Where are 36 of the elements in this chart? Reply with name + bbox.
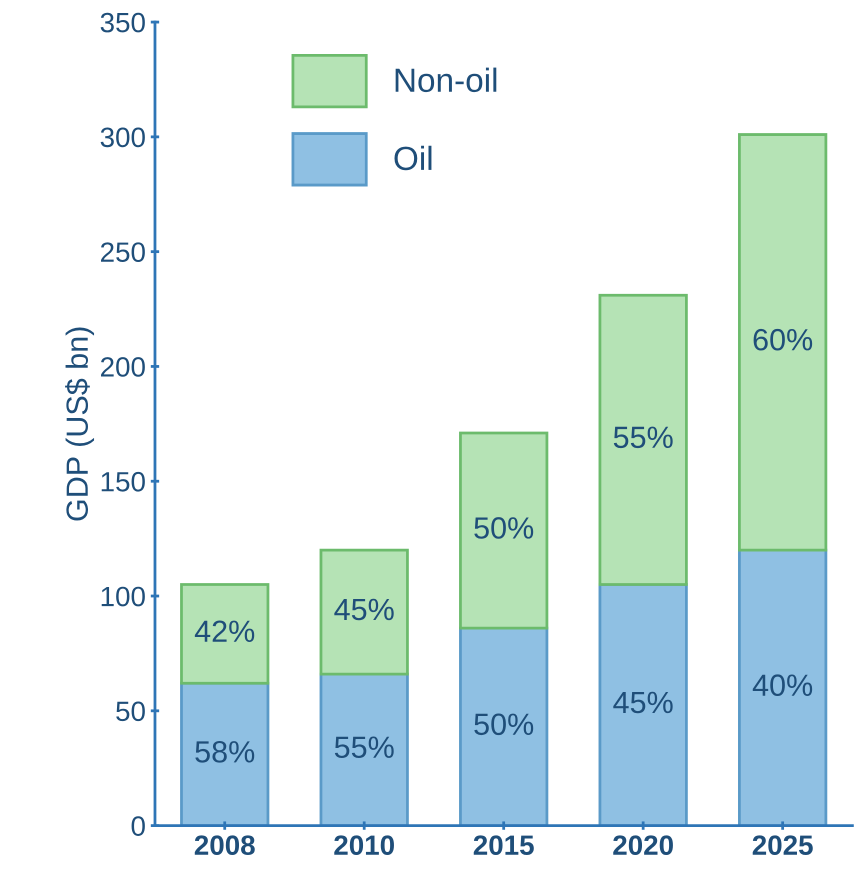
y-tick-label: 350 [100,12,145,32]
bar [459,432,548,630]
legend-label: Oil [394,146,432,170]
annotation: 42% [194,620,254,642]
bar [738,133,828,552]
bar [459,626,548,826]
annotation: 60% [754,328,812,351]
x-tick-label: 2025 [752,835,813,856]
annotation: 50% [474,517,534,539]
legend-label: Non-oil [396,68,496,92]
x-tick-label: 2020 [613,835,673,856]
annotation: 45% [334,598,394,620]
x-tick-label: 2015 [474,835,534,856]
x-tick-label: 2008 [194,835,255,856]
y-tick-label: 100 [102,586,145,606]
bar [598,583,688,826]
annotation: 55% [334,736,394,758]
bar [180,583,270,685]
annotation: 45% [613,692,673,714]
annotation: 55% [614,426,673,448]
y-tick-label: 300 [100,128,145,148]
bar [598,294,688,586]
y-tick-label: 250 [101,242,145,262]
bar [738,548,828,826]
bar [320,672,409,826]
annotation: 50% [474,713,534,736]
y-axis-title: GDP (US$ bn) [65,328,94,521]
y-tick-label: 0 [132,816,145,836]
y-tick-label: 50 [116,701,145,722]
bar [320,548,409,676]
annotation: 58% [195,741,254,763]
x-tick-label: 2010 [334,835,394,856]
y-tick-label: 200 [101,357,145,377]
y-tick-label: 150 [102,472,145,492]
annotation: 40% [752,674,812,696]
bar [180,682,270,826]
